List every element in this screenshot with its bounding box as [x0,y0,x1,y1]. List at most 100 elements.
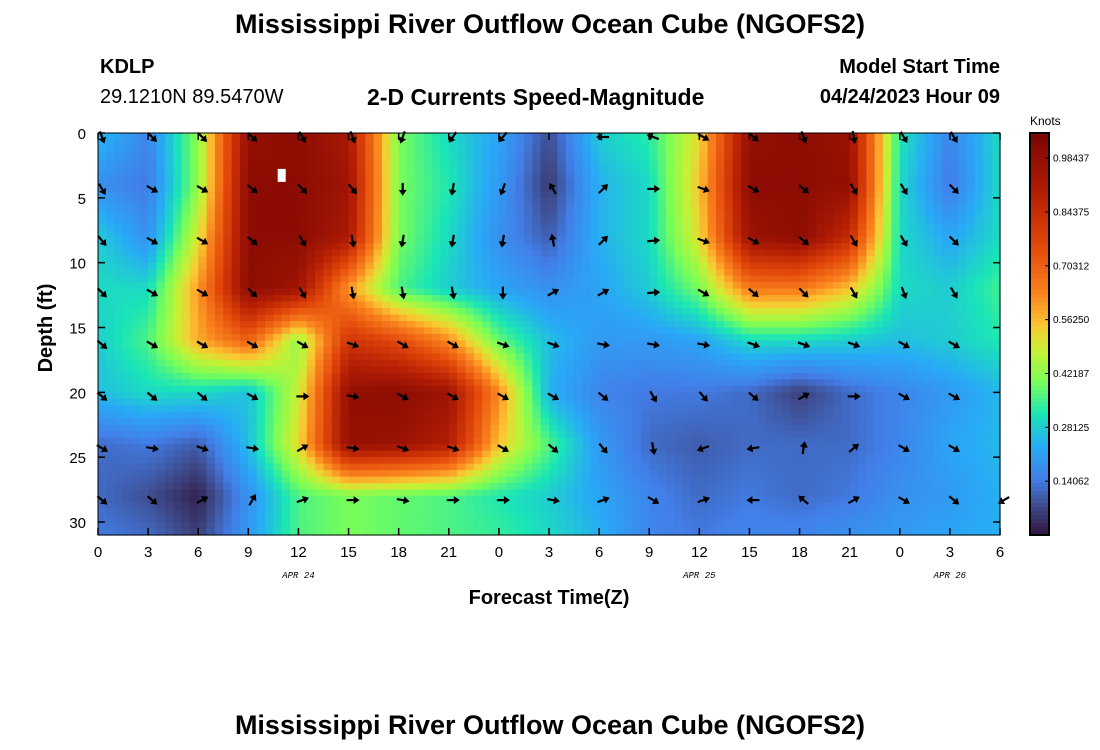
heatmap-cell [891,340,901,348]
heatmap-cell [565,210,575,218]
heatmap-cell [766,230,776,238]
heatmap-cell [507,256,517,264]
heatmap-cell [991,191,1001,199]
heatmap-cell [239,372,249,380]
heatmap-cell [331,158,341,167]
heatmap-cell [523,379,533,387]
heatmap-cell [164,236,174,244]
heatmap-cell [782,133,792,141]
heatmap-cell [173,334,183,342]
heatmap-cell [657,308,667,316]
heatmap-cell [774,334,784,342]
heatmap-cell [774,340,784,348]
heatmap-cell [473,152,483,160]
heatmap-cell [515,334,525,342]
heatmap-cell [189,262,199,270]
heatmap-cell [515,346,525,355]
heatmap-cell [649,165,659,173]
heatmap-cell [849,158,859,167]
heatmap-cell [933,275,943,283]
heatmap-cell [398,262,408,270]
heatmap-cell [933,288,943,296]
heatmap-cell [540,256,550,264]
heatmap-cell [298,191,308,199]
heatmap-cell [348,204,358,212]
heatmap-cell [632,372,642,380]
heatmap-cell [858,269,867,277]
heatmap-cell [223,249,233,257]
heatmap-cell [348,359,358,368]
heatmap-cell [206,249,216,257]
heatmap-cell [473,145,483,154]
heatmap-cell [615,295,625,303]
heatmap-cell [849,353,859,361]
heatmap-cell [916,217,926,225]
heatmap-cell [381,405,391,413]
heatmap-cell [549,398,558,406]
heatmap-cell [407,262,416,270]
heatmap-cell [774,275,784,283]
heatmap-cell [390,262,400,270]
heatmap-cell [114,314,124,322]
heatmap-cell [482,353,492,361]
heatmap-cell [223,269,233,277]
heatmap-cell [841,230,851,238]
heatmap-cell [323,133,333,141]
heatmap-cell [356,308,366,316]
heatmap-cell [557,204,567,212]
heatmap-cell [707,217,717,225]
heatmap-cell [966,327,976,335]
heatmap-cell [574,398,584,406]
heatmap-cell [582,262,592,270]
heatmap-cell [214,236,224,244]
heatmap-cell [874,249,884,257]
heatmap-cell [156,178,166,186]
heatmap-cell [624,340,634,348]
heatmap-cell [498,262,508,270]
heatmap-cell [189,340,199,348]
heatmap-cell [198,197,208,205]
heatmap-cell [565,359,575,368]
heatmap-cell [381,372,391,380]
heatmap-cell [590,184,600,192]
heatmap-cell [674,340,684,348]
heatmap-cell [757,230,767,238]
heatmap-cell [816,353,826,361]
heatmap-cell [340,353,350,361]
heatmap-cell [615,301,625,309]
heatmap-cell [515,340,525,348]
heatmap-cell [365,191,375,199]
heatmap-cell [749,197,759,205]
heatmap-cell [473,178,483,186]
heatmap-cell [858,158,867,167]
heatmap-cell [933,236,943,244]
heatmap-cell [473,204,483,212]
heatmap-cell [874,158,884,167]
heatmap-cell [557,223,567,231]
heatmap-cell [356,301,366,309]
heatmap-cell [716,230,725,238]
heatmap-cell [106,204,116,212]
heatmap-cell [615,418,625,426]
heatmap-cell [816,152,826,160]
heatmap-cell [323,197,333,205]
heatmap-cell [173,158,183,167]
heatmap-cell [206,158,216,167]
heatmap-cell [273,372,283,380]
heatmap-cell [916,327,926,335]
heatmap-cell [239,314,249,322]
heatmap-cell [799,282,809,290]
heatmap-cell [256,359,266,368]
heatmap-cell [766,359,776,368]
heatmap-cell [273,295,283,303]
heatmap-cell [557,334,567,342]
heatmap-cell [649,346,659,355]
heatmap-cell [732,327,742,335]
heatmap-cell [214,243,224,251]
heatmap-cell [156,359,166,368]
heatmap-cell [832,223,842,231]
heatmap-cell [707,269,717,277]
heatmap-cell [665,191,675,199]
heatmap-cell [173,308,183,316]
heatmap-cell [690,334,700,342]
